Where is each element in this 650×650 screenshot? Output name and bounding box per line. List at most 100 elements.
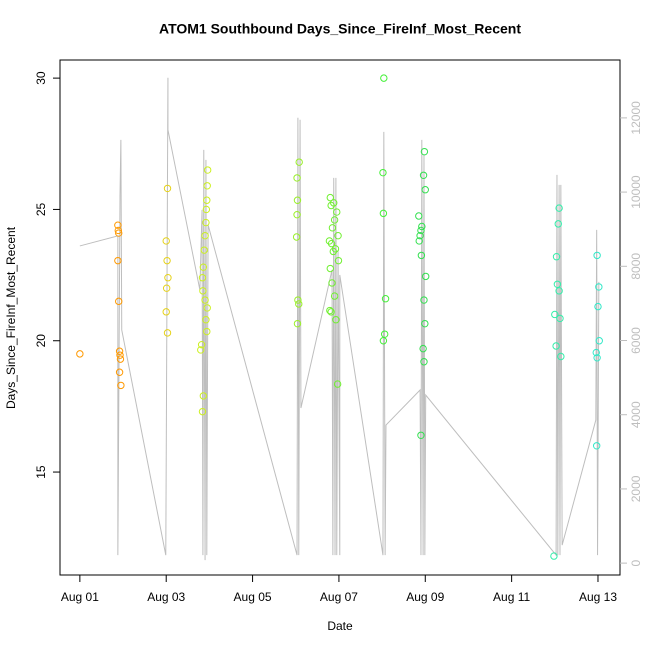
point — [553, 280, 562, 288]
x-axis-label: Date — [327, 619, 353, 633]
point — [115, 297, 123, 306]
point — [328, 224, 337, 232]
point — [381, 295, 390, 303]
point — [595, 283, 603, 291]
point — [420, 358, 428, 366]
x-tick-label: Aug 09 — [406, 590, 444, 604]
point — [162, 284, 171, 292]
point — [164, 274, 172, 282]
point — [203, 166, 212, 174]
point — [328, 279, 336, 287]
point — [198, 407, 207, 416]
point — [293, 174, 301, 182]
x-tick-label: Aug 03 — [147, 590, 185, 604]
point — [116, 355, 125, 363]
x-tick-label: Aug 01 — [61, 590, 99, 604]
point — [198, 274, 207, 282]
point — [421, 319, 429, 328]
y2-tick-label: 0 — [629, 559, 643, 566]
point — [420, 296, 428, 304]
point — [380, 74, 388, 82]
point — [114, 221, 122, 229]
point — [201, 296, 209, 304]
y-tick-label: 20 — [34, 334, 48, 348]
point — [334, 256, 343, 265]
point — [203, 304, 211, 312]
y2-tick-label: 6000 — [629, 327, 643, 354]
point — [293, 210, 301, 219]
point — [552, 342, 560, 350]
y-tick-label: 15 — [34, 465, 48, 479]
point — [201, 231, 209, 240]
point — [203, 182, 211, 190]
point — [379, 168, 387, 177]
point — [76, 350, 84, 358]
point — [115, 229, 123, 237]
y-tick-label: 30 — [34, 71, 48, 85]
chart-title: ATOM1 Southbound Days_Since_FireInf_Most… — [159, 21, 521, 37]
point — [329, 247, 338, 256]
point — [555, 204, 563, 212]
point — [294, 296, 302, 304]
point — [326, 306, 334, 315]
point — [554, 220, 562, 228]
point — [202, 316, 210, 324]
point — [203, 196, 211, 204]
point — [115, 347, 124, 355]
point — [202, 218, 210, 227]
point — [379, 337, 388, 345]
y2-tick-label: 12000 — [629, 101, 643, 135]
point — [199, 392, 208, 400]
point — [551, 310, 559, 319]
line — [79, 77, 600, 561]
y2-tick-label: 2000 — [629, 475, 643, 502]
point — [197, 340, 206, 349]
point — [202, 205, 211, 214]
point — [557, 352, 565, 361]
point — [197, 346, 205, 354]
point — [416, 231, 424, 240]
x-tick-label: Aug 07 — [320, 590, 358, 604]
y2-tick-label: 10000 — [629, 175, 643, 209]
y-tick-label: 25 — [34, 202, 48, 216]
point — [419, 344, 427, 353]
point — [556, 314, 564, 323]
y2-tick-label: 4000 — [629, 401, 643, 428]
point — [330, 292, 339, 300]
point — [417, 431, 425, 439]
point — [163, 256, 171, 265]
point — [326, 193, 334, 202]
point — [333, 208, 341, 216]
point — [200, 246, 208, 254]
point — [162, 308, 170, 316]
point — [417, 226, 425, 235]
point — [163, 184, 172, 193]
point — [116, 351, 124, 359]
point — [203, 327, 211, 336]
point — [115, 368, 124, 376]
point — [293, 319, 302, 328]
point — [295, 158, 303, 166]
point — [418, 222, 426, 231]
point — [422, 272, 430, 281]
point — [415, 212, 423, 220]
point — [417, 251, 426, 260]
point — [295, 300, 303, 308]
point — [330, 216, 339, 224]
point — [334, 231, 342, 240]
point — [333, 380, 342, 388]
point — [594, 302, 602, 311]
y-axis-label: Days_Since_FireInf_Most_Recent — [4, 226, 18, 409]
point — [327, 239, 336, 248]
point — [552, 253, 561, 261]
point — [593, 251, 601, 260]
x-tick-label: Aug 11 — [493, 590, 530, 604]
point — [163, 329, 172, 337]
point — [327, 201, 335, 210]
plot-frame — [59, 59, 621, 576]
point — [293, 196, 302, 204]
point — [592, 442, 601, 450]
point — [114, 226, 122, 235]
point — [419, 171, 428, 179]
